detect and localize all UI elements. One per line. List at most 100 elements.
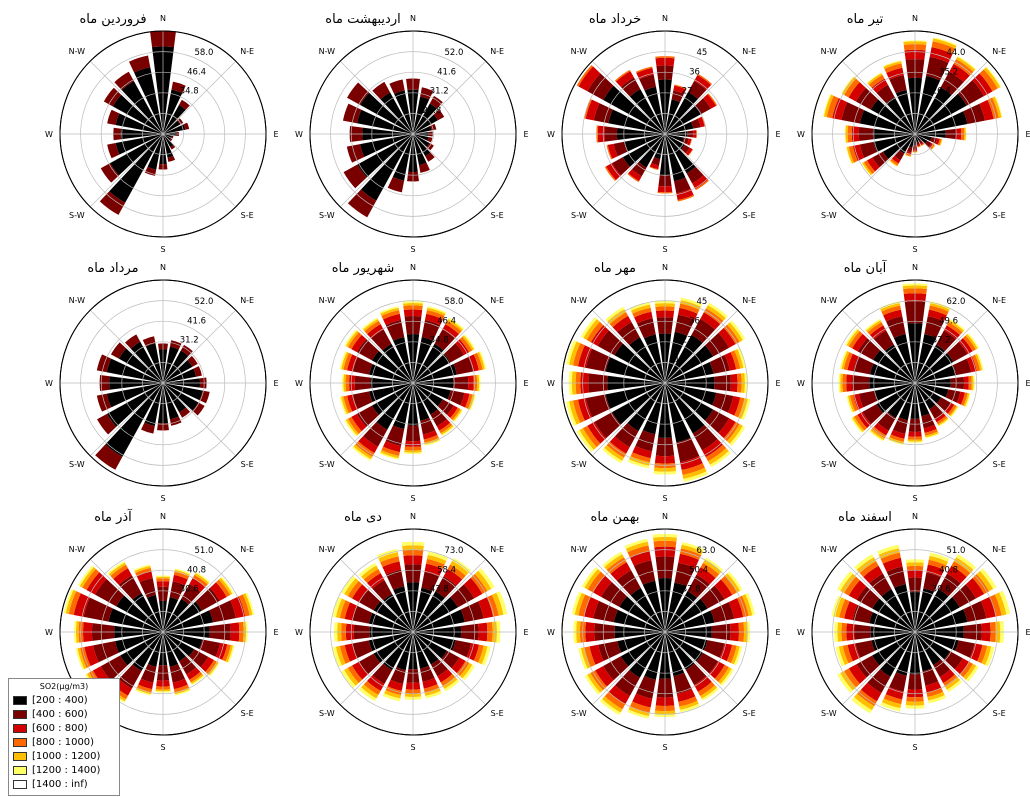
petal-segment — [928, 143, 934, 149]
petal-segment — [979, 69, 998, 92]
grid-spoke — [89, 309, 164, 384]
windrose-panel: 62.0 49.6 37.2 N N-E E S-E S S-W W N-W آبان ماه — [797, 259, 1030, 503]
petal-segment — [451, 657, 466, 674]
ring-label: 30.6 — [932, 585, 951, 595]
petal-segment — [938, 418, 950, 427]
petal-segment — [936, 397, 951, 411]
petal-segment — [854, 554, 874, 570]
petal-segment — [992, 96, 1002, 118]
petal-segment — [339, 396, 347, 415]
direction-label: E — [775, 628, 780, 637]
petal-segment — [915, 632, 951, 660]
petal-segment — [106, 383, 163, 427]
petal-segment — [967, 332, 980, 349]
grid-spoke — [841, 558, 916, 633]
petal-segment — [602, 447, 623, 464]
petal-segment — [469, 394, 476, 411]
petal-segment — [635, 66, 653, 74]
petal-segment — [651, 157, 661, 166]
petal-segment — [694, 676, 712, 692]
petal-segment — [169, 138, 173, 142]
petal-segment — [851, 697, 873, 714]
petal-segment — [200, 656, 214, 672]
petal-segment — [163, 359, 193, 383]
petal-segment — [218, 577, 233, 596]
petal-segment — [876, 383, 915, 414]
grid-spoke — [339, 60, 414, 135]
petal-segment — [665, 134, 696, 174]
petal-segment — [344, 602, 358, 621]
direction-label: S — [410, 245, 415, 254]
grid-spoke — [664, 133, 739, 208]
petal-segment — [870, 99, 915, 134]
petal-segment — [704, 640, 725, 658]
petal-segment — [116, 595, 163, 632]
petal-segment — [841, 76, 855, 94]
petal-segment — [632, 307, 652, 318]
petal-segment — [63, 589, 74, 614]
petal-segment — [592, 575, 612, 597]
petal-segment — [383, 440, 401, 453]
petal-segment — [842, 644, 853, 664]
legend-label: [200 : 400) — [32, 694, 88, 706]
petal-segment — [952, 358, 972, 376]
direction-label: N-E — [992, 296, 1006, 305]
petal-segment — [579, 428, 597, 450]
petal-segment — [96, 393, 112, 412]
ring-label: 50.4 — [689, 565, 708, 575]
polar-border — [309, 528, 517, 736]
petal-segment — [700, 562, 720, 579]
petal-segment — [359, 653, 381, 675]
petal-segment — [439, 422, 453, 434]
grid-spoke — [591, 382, 666, 457]
grid-spoke — [89, 133, 164, 208]
petal-segment — [697, 681, 715, 696]
petal-segment — [915, 87, 952, 134]
direction-label: N-W — [69, 545, 86, 554]
direction-label: W — [797, 379, 805, 388]
petal-segment — [191, 675, 205, 686]
petal-segment — [848, 331, 863, 349]
petal-segment — [163, 368, 197, 383]
petal-segment — [734, 397, 745, 418]
grid-spoke — [412, 60, 487, 135]
direction-label: N-W — [69, 47, 86, 56]
petal-segment — [628, 706, 650, 717]
grid-spoke — [914, 558, 989, 633]
grid-spoke — [162, 60, 237, 135]
petal-segment — [195, 587, 220, 611]
petal-segment — [915, 597, 960, 632]
petal-segment — [351, 334, 367, 353]
direction-label: E — [523, 130, 528, 139]
petal-segment — [946, 341, 968, 362]
petal-segment — [847, 643, 861, 662]
petal-segment — [352, 356, 373, 375]
petal-segment — [679, 548, 702, 560]
grid-spoke — [412, 631, 487, 706]
direction-label: N-E — [490, 545, 504, 554]
petal-segment — [629, 550, 652, 566]
petal-segment — [614, 69, 631, 82]
petal-segment — [943, 674, 958, 687]
petal-segment — [730, 350, 741, 370]
petal-segment — [883, 309, 903, 322]
petal-segment — [915, 589, 949, 632]
petal-segment — [673, 85, 687, 94]
petal-segment — [927, 559, 947, 570]
petal-segment — [450, 560, 469, 576]
polar-border — [811, 528, 1019, 736]
petal-segment — [869, 430, 884, 442]
ring-label: 52.0 — [445, 48, 464, 58]
petal-segment — [983, 67, 1001, 89]
petal-segment — [889, 75, 907, 94]
petal-segment — [630, 304, 651, 314]
grid-spoke — [89, 60, 164, 135]
petal-segment — [367, 675, 385, 691]
petal-segment — [359, 589, 381, 611]
direction-label: N — [662, 263, 668, 272]
petal-segment — [886, 67, 904, 80]
petal-segment — [346, 144, 365, 163]
petal-segment — [614, 423, 639, 448]
petal-segment — [871, 632, 915, 651]
